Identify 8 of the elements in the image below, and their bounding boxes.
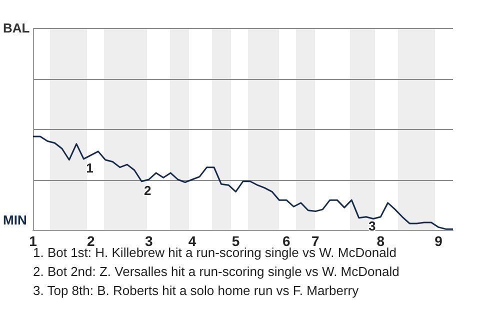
annotation: 3 bbox=[368, 218, 376, 234]
text: 2. Bot 2nd: Z. Versalles hit a run-scoring single vs W. McDonald bbox=[33, 264, 400, 279]
annotation: 2 bbox=[144, 182, 152, 198]
x-tick-label: 9 bbox=[434, 233, 443, 249]
text: 3. Top 8th: B. Roberts hit a solo home run vs F. Marberry bbox=[33, 283, 360, 298]
text: MIN bbox=[3, 212, 27, 228]
annotation: 1 bbox=[86, 160, 94, 176]
text: BAL bbox=[3, 20, 30, 36]
